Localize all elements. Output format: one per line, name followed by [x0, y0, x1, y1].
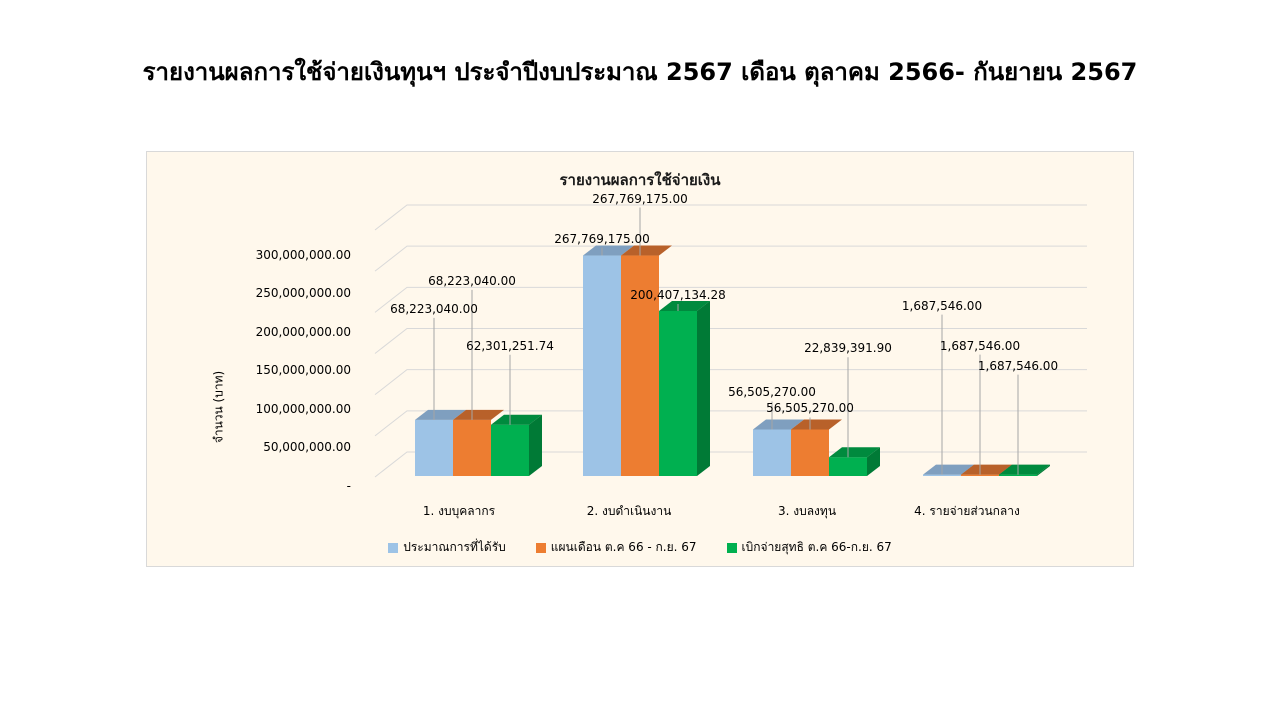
data-label: 1,687,546.00: [977, 358, 1059, 373]
data-label: 56,505,270.00: [766, 401, 854, 416]
data-label: 267,769,175.00: [592, 191, 688, 206]
y-tick: 50,000,000.00: [263, 440, 351, 454]
legend-item-plan: แผนเดือน ต.ค 66 - ก.ย. 67: [535, 538, 697, 557]
legend-swatch-icon: [726, 542, 737, 553]
x-category: 3. งบลงทุน: [777, 504, 837, 518]
y-tick: 150,000,000.00: [255, 363, 351, 377]
legend-label: ประมาณการที่ได้รับ: [403, 540, 506, 554]
data-label: 56,505,270.00: [728, 385, 816, 400]
x-category: 4. รายจ่ายส่วนกลาง: [914, 504, 1020, 518]
page-title: รายงานผลการใช้จ่ายเงินทุนฯ ประจำปีงบประม…: [142, 58, 1138, 86]
data-label: 267,769,175.00: [554, 231, 650, 246]
data-label: 22,839,391.90: [804, 341, 892, 356]
x-category: 2. งบดำเนินงาน: [586, 504, 672, 518]
data-label: 200,407,134.28: [630, 287, 726, 302]
y-tick: 100,000,000.00: [255, 402, 351, 416]
data-label: 1,687,546.00: [901, 298, 983, 313]
y-tick: 300,000,000.00: [255, 248, 351, 262]
bar-plot: [374, 204, 1087, 478]
chart-title: รายงานผลการใช้จ่ายเงิน: [559, 171, 721, 189]
legend-item-budget: ประมาณการที่ได้รับ: [388, 538, 506, 557]
y-tick: 250,000,000.00: [255, 286, 351, 300]
legend-item-disbursed: เบิกจ่ายสุทธิ ต.ค 66-ก.ย. 67: [726, 538, 892, 557]
chart-area: รายงานผลการใช้จ่ายเงิน จำนวน (บาท) - 50,…: [146, 151, 1134, 567]
y-tick: -: [346, 479, 351, 493]
data-label: 68,223,040.00: [390, 301, 478, 316]
x-category: 1. งบบุคลากร: [422, 504, 496, 518]
legend-swatch-icon: [535, 542, 546, 553]
data-label: 1,687,546.00: [939, 338, 1021, 353]
legend-label: แผนเดือน ต.ค 66 - ก.ย. 67: [550, 540, 697, 554]
data-label: 62,301,251.74: [466, 338, 554, 353]
legend: ประมาณการที่ได้รับ แผนเดือน ต.ค 66 - ก.ย…: [147, 538, 1133, 557]
legend-swatch-icon: [388, 542, 399, 553]
y-tick: 200,000,000.00: [255, 325, 351, 339]
legend-label: เบิกจ่ายสุทธิ ต.ค 66-ก.ย. 67: [741, 540, 892, 554]
data-label: 68,223,040.00: [428, 273, 516, 288]
